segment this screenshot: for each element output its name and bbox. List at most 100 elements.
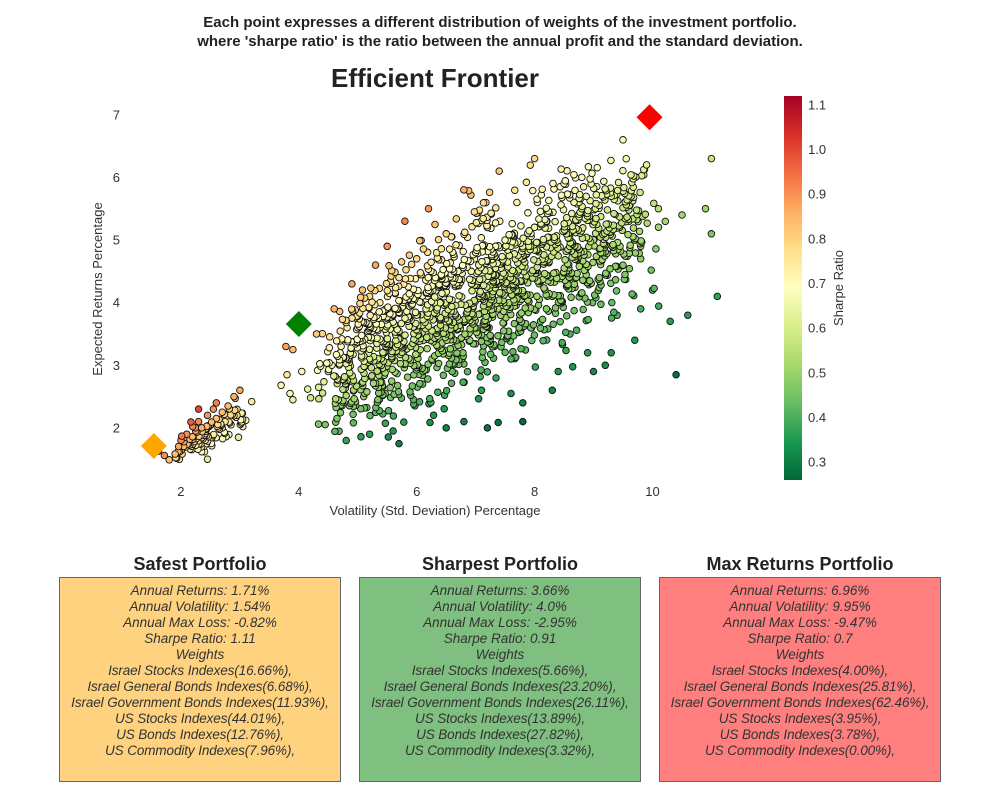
scatter-point [407,260,416,269]
scatter-point [350,395,358,403]
scatter-point [556,317,564,326]
annual-returns: Annual Returns: 6.96% [730,583,870,598]
max-returns-portfolio-marker [636,104,663,131]
scatter-point [654,302,663,310]
scatter-point [277,381,285,390]
scatter-point [397,258,406,266]
scatter-point [635,227,644,236]
scatter-point [434,359,443,368]
scatter-point [475,275,484,284]
scatter-point [557,201,565,209]
scatter-point [606,265,614,273]
scatter-point [588,169,596,178]
weight-item: Israel Stocks Indexes(4.00%), [711,663,889,678]
scatter-point [627,171,635,179]
scatter-point [383,286,392,295]
scatter-point [532,238,541,247]
scatter-point [652,245,660,253]
scatter-point [610,209,618,218]
scatter-point [332,350,341,359]
weight-item: US Commodity Indexes(0.00%), [704,743,896,758]
scatter-point [549,320,557,328]
scatter-point [525,227,533,235]
scatter-point [567,293,575,302]
scatter-point [194,405,203,413]
scatter-point [526,161,535,169]
scatter-point [613,186,622,195]
scatter-point [365,430,374,438]
scatter-point [539,336,547,345]
scatter-point [479,214,487,223]
scatter-point [472,218,481,227]
scatter-point [477,234,486,242]
scatter-point [463,367,472,376]
scatter-point [579,305,587,314]
scatter-point [358,286,367,294]
header-line-1: Each point expresses a different distrib… [203,14,797,31]
scatter-point [174,442,183,451]
scatter-point [455,292,463,300]
scatter-point [629,224,638,232]
scatter-point [498,252,506,261]
scatter-point [473,243,481,252]
scatter-point [367,284,375,292]
scatter-point [608,298,616,307]
scatter-point [510,319,519,328]
colorbar-tick-label: 0.7 [808,276,826,291]
scatter-point [492,204,500,212]
colorbar-ticks: 0.3 0.4 0.5 0.6 0.7 0.8 0.9 1.0 1.1 [808,97,826,469]
scatter-point [486,350,495,359]
scatter-point [460,255,469,264]
scatter-point [505,230,513,239]
scatter-point [344,336,352,344]
scatter-point [632,206,641,214]
scatter-point [513,198,521,207]
weights-label: Weights [475,647,525,662]
scatter-point [562,312,571,320]
scatter-point [519,234,527,242]
scatter-point [401,217,409,225]
scatter-point [545,196,553,205]
scatter-point [666,317,674,326]
scatter-point [642,161,651,169]
scatter-point [509,347,517,356]
scatter-point [558,338,566,347]
scatter-point [368,372,376,380]
scatter-point [230,392,238,401]
scatter-point [647,266,655,274]
scatter-point [583,349,592,357]
scatter-point [321,420,329,429]
scatter-point [538,185,546,193]
scatter-point [401,314,409,323]
scatter-point [650,199,658,208]
header-line-2: where 'sharpe ratio' is the ratio betwee… [197,33,803,50]
scatter-point [375,308,383,316]
scatter-point [401,275,410,283]
scatter-point [247,397,256,406]
scatter-point [589,367,598,376]
scatter-point [446,345,455,353]
scatter-point [519,399,527,407]
scatter-point [347,305,356,313]
scatter-point [318,389,327,397]
scatter-point [572,326,581,334]
scatter-points [154,136,722,464]
scatter-point [389,412,398,420]
colorbar-label: Sharpe Ratio [831,250,846,326]
scatter-point [570,306,578,315]
scatter-point [315,395,323,403]
max-returns-portfolio-card: Annual Returns: 6.96% Annual Volatility:… [659,577,941,782]
y-tick-label: 3 [113,358,120,373]
scatter-point [557,191,566,199]
weight-item: US Bonds Indexes(12.76%), [116,727,284,742]
weight-item: Israel Government Bonds Indexes(11.93%), [71,695,329,710]
scatter-point [207,418,216,426]
scatter-point [383,242,391,251]
scatter-point [356,299,364,308]
scatter-point [342,391,350,400]
scatter-point [459,247,467,256]
scatter-point [357,433,365,441]
scatter-point [584,206,592,215]
scatter-point [600,177,608,186]
scatter-point [468,287,476,295]
